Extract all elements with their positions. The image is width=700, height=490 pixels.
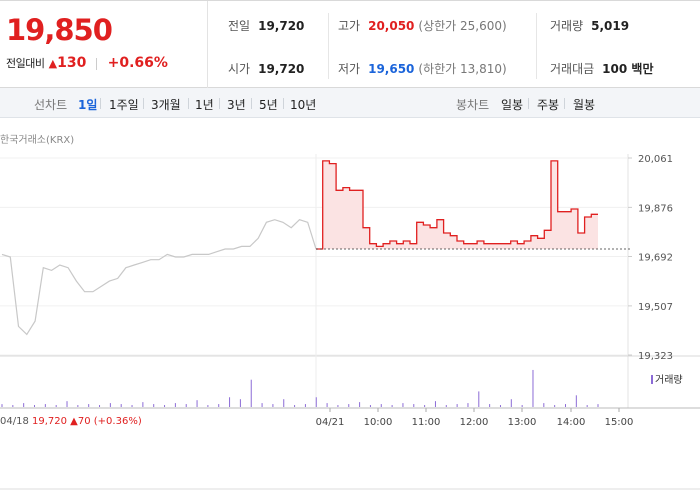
stat-low: 저가 19,650 (하한가 13,810) (338, 60, 507, 77)
line-chart-label: 선차트 (34, 98, 68, 112)
series-today-area (316, 160, 598, 249)
y-tick-label: 19,876 (638, 203, 673, 214)
tab-daily-candle[interactable]: 일봉 (501, 98, 524, 112)
stat-value: 19,720 (258, 19, 305, 33)
prev-change: 19,720 ▲70 (+0.36%) (32, 416, 142, 427)
volume-swatch (651, 375, 653, 384)
x-tick-label: 14:00 (557, 417, 586, 428)
divider (100, 98, 101, 109)
series-today-line (316, 160, 598, 250)
stat-label: 시가 (228, 62, 251, 76)
stat-label: 전일 (228, 19, 251, 33)
tab-monthly-candle[interactable]: 월봉 (573, 98, 596, 112)
volume-legend: 거래량 (651, 371, 683, 386)
price-chart-svg[interactable]: 20,061 19,876 19,692 19,507 19,323 04/21 10:00… (0, 118, 700, 490)
market-label: 한국거래소(KRX) (0, 135, 75, 146)
stat-prev-close: 전일 19,720 (228, 17, 304, 34)
stat-value: 5,019 (591, 19, 630, 33)
prev-session-info: 04/18 19,720 ▲70 (+0.36%) (0, 416, 142, 427)
stat-value: 19,720 (258, 62, 305, 76)
triangle-up-icon: ▲ (48, 57, 58, 70)
divider (219, 98, 220, 109)
tab-5year[interactable]: 5년 (259, 98, 278, 112)
tab-1year[interactable]: 1년 (195, 98, 214, 112)
divider (536, 13, 537, 79)
prev-date: 04/18 (0, 416, 29, 427)
upper-limit: (상한가 25,600) (418, 19, 507, 33)
stat-volume: 거래량 5,019 (550, 17, 629, 34)
tab-10year[interactable]: 10년 (290, 98, 317, 112)
divider (188, 98, 189, 109)
x-tick-label: 15:00 (605, 417, 634, 428)
price-box: 19,850 전일대비 ▲130 +0.66% (0, 1, 208, 88)
divider (96, 57, 98, 70)
lower-limit: (하한가 13,810) (418, 62, 507, 76)
stat-label: 거래대금 (550, 62, 595, 76)
price-chart: 한국거래소(KRX) 20,061 19,876 19,692 19,507 19,32… (0, 118, 700, 490)
stat-high: 고가 20,050 (상한가 25,600) (338, 17, 507, 34)
stat-value: 100 백만 (602, 62, 654, 76)
y-tick-label: 20,061 (638, 154, 673, 165)
tab-3year[interactable]: 3년 (227, 98, 246, 112)
current-price: 19,850 (6, 13, 113, 47)
divider (251, 98, 252, 109)
divider (283, 98, 284, 109)
x-tick-label: 12:00 (460, 417, 489, 428)
candle-chart-label: 봉차트 (456, 98, 490, 112)
divider (328, 13, 329, 79)
x-tick-label: 13:00 (508, 417, 537, 428)
stat-label: 고가 (338, 19, 361, 33)
divider (143, 98, 144, 109)
tab-1day[interactable]: 1일 (78, 98, 98, 112)
change-label: 전일대비 (6, 57, 45, 70)
divider (564, 98, 565, 109)
x-tick-label: 04/21 (316, 417, 345, 428)
y-tick-label: 19,692 (638, 253, 673, 264)
stat-open: 시가 19,720 (228, 60, 304, 77)
change-amount: 130 (57, 55, 87, 71)
chart-period-tabs: 선차트 1일 1주일 3개월 1년 3년 5년 10년 봉차트 일봉 주봉 월봉 (0, 88, 700, 118)
volume-legend-label: 거래량 (655, 375, 683, 386)
y-tick-label: 19,507 (638, 302, 673, 313)
change-percent: +0.66% (107, 55, 168, 71)
change-row: 전일대비 ▲130 +0.66% (6, 55, 168, 71)
stat-label: 거래량 (550, 19, 584, 33)
x-tick-label: 11:00 (412, 417, 441, 428)
y-tick-label: 19,323 (638, 351, 673, 362)
tab-weekly-candle[interactable]: 주봉 (537, 98, 560, 112)
stat-value: 19,650 (368, 62, 415, 76)
stat-value: 20,050 (368, 19, 415, 33)
stat-trade-value: 거래대금 100 백만 (550, 60, 653, 77)
tab-3month[interactable]: 3개월 (151, 98, 181, 112)
series-prev-session-line (1, 219, 317, 336)
divider (528, 98, 529, 109)
tab-1week[interactable]: 1주일 (109, 98, 139, 112)
quote-summary: 19,850 전일대비 ▲130 +0.66% 전일 19,720 시가 19,72… (0, 0, 700, 88)
x-tick-label: 10:00 (364, 417, 393, 428)
stat-label: 저가 (338, 62, 361, 76)
